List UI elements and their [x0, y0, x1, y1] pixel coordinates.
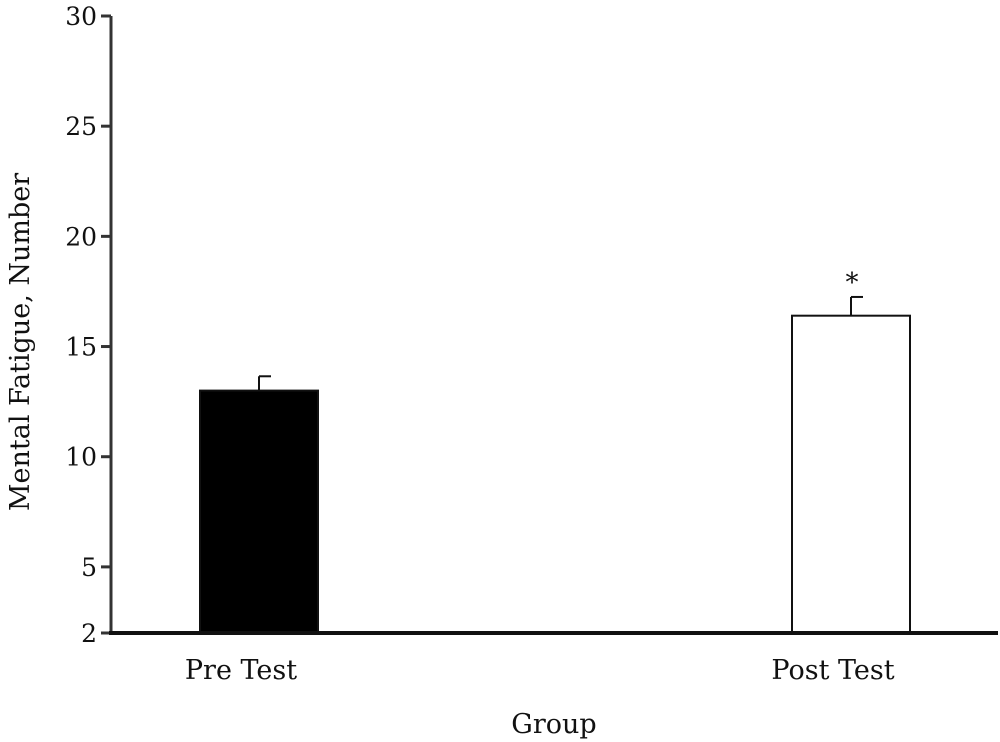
x-tick-label: Pre Test	[185, 655, 297, 686]
x-tick-label: Post Test	[771, 655, 894, 686]
y-tick-label: 15	[65, 333, 97, 362]
y-axis-title: Mental Fatigue, Number	[5, 173, 36, 511]
bar-post-test	[791, 314, 911, 634]
significance-marker: *	[846, 268, 859, 298]
x-axis-tick-labels: Pre Test Post Test	[185, 655, 895, 686]
y-tick-label: 30	[65, 2, 97, 31]
x-axis-title: Group	[511, 709, 596, 740]
bars: *	[199, 268, 911, 634]
y-tick-label: 10	[65, 443, 97, 472]
y-tick-label: 2	[81, 619, 97, 648]
y-tick-label: 25	[65, 112, 97, 141]
y-tick-label: 20	[65, 222, 97, 251]
y-tick-label: 5	[81, 553, 97, 582]
bar-pre-test	[199, 389, 319, 634]
